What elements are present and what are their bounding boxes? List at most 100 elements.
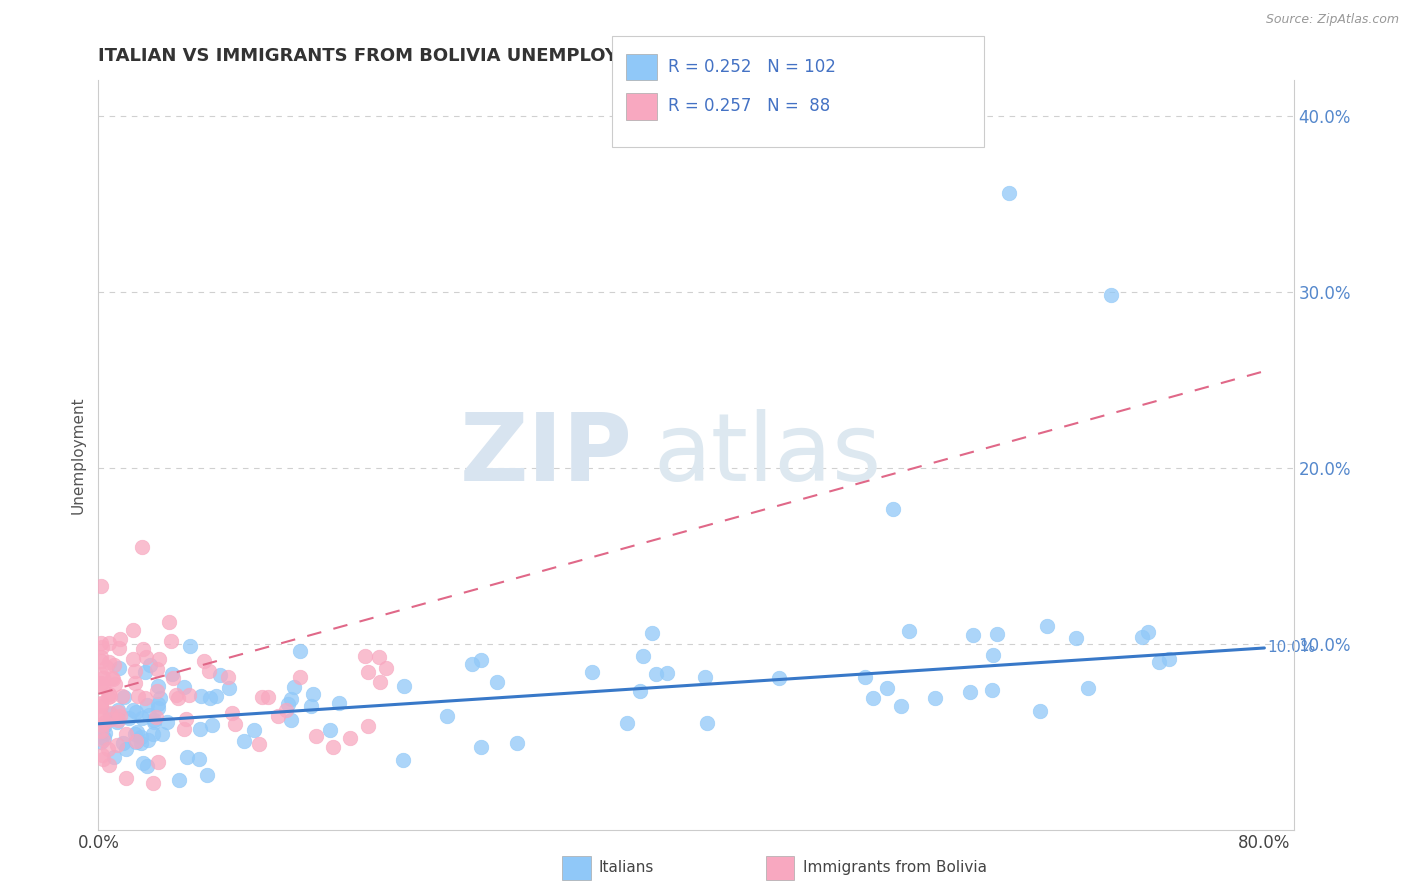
Point <box>91 671 114 685</box>
Point <box>1028 704 1050 718</box>
Point <box>1149 655 1171 669</box>
Point <box>148 697 170 711</box>
Point <box>107 713 129 727</box>
Point <box>1077 681 1099 695</box>
Point <box>90 697 112 711</box>
Point <box>136 733 159 747</box>
Point <box>103 750 125 764</box>
Point <box>173 681 195 695</box>
Point <box>90 654 112 668</box>
Point <box>124 676 146 690</box>
Point <box>179 639 201 653</box>
Point <box>1064 631 1087 645</box>
Point <box>127 689 149 703</box>
Point <box>645 667 668 681</box>
Point <box>882 501 904 516</box>
Point <box>105 738 128 752</box>
Point <box>117 711 139 725</box>
Point <box>1137 624 1160 639</box>
Point <box>111 690 134 704</box>
Point <box>91 752 114 766</box>
Point <box>1099 288 1122 302</box>
Point <box>368 650 391 665</box>
Point <box>146 679 169 693</box>
Point <box>122 703 145 717</box>
Point <box>160 666 183 681</box>
Point <box>125 734 148 748</box>
Point <box>108 640 131 655</box>
Point <box>135 649 157 664</box>
Point <box>250 690 273 704</box>
Point <box>305 730 328 744</box>
Point <box>436 708 458 723</box>
Point <box>98 635 121 649</box>
Point <box>108 708 131 723</box>
Point <box>90 708 112 723</box>
Point <box>188 752 211 766</box>
Point <box>124 727 146 741</box>
Point <box>114 771 136 785</box>
Point <box>853 670 876 684</box>
Y-axis label: Unemployment: Unemployment <box>70 396 86 514</box>
Point <box>486 675 509 690</box>
Point <box>162 671 184 685</box>
Point <box>998 186 1021 200</box>
Point <box>288 669 311 683</box>
Point <box>188 722 211 736</box>
Point <box>167 690 190 705</box>
Point <box>97 690 120 705</box>
Point <box>103 657 125 672</box>
Point <box>146 684 169 698</box>
Point <box>97 758 120 772</box>
Point <box>319 723 342 738</box>
Point <box>143 714 166 729</box>
Point <box>91 640 114 655</box>
Point <box>135 759 157 773</box>
Point <box>125 725 148 739</box>
Point <box>122 652 145 666</box>
Text: 10.0%: 10.0% <box>1267 640 1316 656</box>
Point <box>108 632 131 647</box>
Point <box>98 706 121 720</box>
Point <box>146 662 169 676</box>
Point <box>224 717 246 731</box>
Point <box>145 709 167 723</box>
Point <box>98 690 121 704</box>
Point <box>143 714 166 728</box>
Point <box>198 665 221 679</box>
Point <box>122 623 145 637</box>
Point <box>97 655 120 669</box>
Point <box>129 731 152 745</box>
Point <box>90 698 112 713</box>
Point <box>131 737 153 751</box>
Point <box>125 735 148 749</box>
Point <box>91 680 114 694</box>
Point <box>90 718 112 732</box>
Point <box>204 689 226 703</box>
Point <box>165 689 187 703</box>
Point <box>876 681 898 695</box>
Point <box>90 734 112 748</box>
Point <box>328 696 350 710</box>
Point <box>283 680 305 694</box>
Point <box>217 670 239 684</box>
Point <box>962 628 984 642</box>
Point <box>90 579 112 593</box>
Point <box>201 718 224 732</box>
Point <box>90 666 112 681</box>
Point <box>100 712 122 726</box>
Point <box>90 675 112 690</box>
Point <box>90 710 112 724</box>
Point <box>641 625 664 640</box>
Point <box>90 723 112 738</box>
Point <box>131 541 153 555</box>
Point <box>167 773 190 788</box>
Point <box>176 750 198 764</box>
Point <box>581 665 603 680</box>
Point <box>247 737 270 751</box>
Point <box>280 713 302 727</box>
Point <box>277 698 299 712</box>
Point <box>242 723 264 738</box>
Point <box>221 706 243 720</box>
Point <box>124 664 146 678</box>
